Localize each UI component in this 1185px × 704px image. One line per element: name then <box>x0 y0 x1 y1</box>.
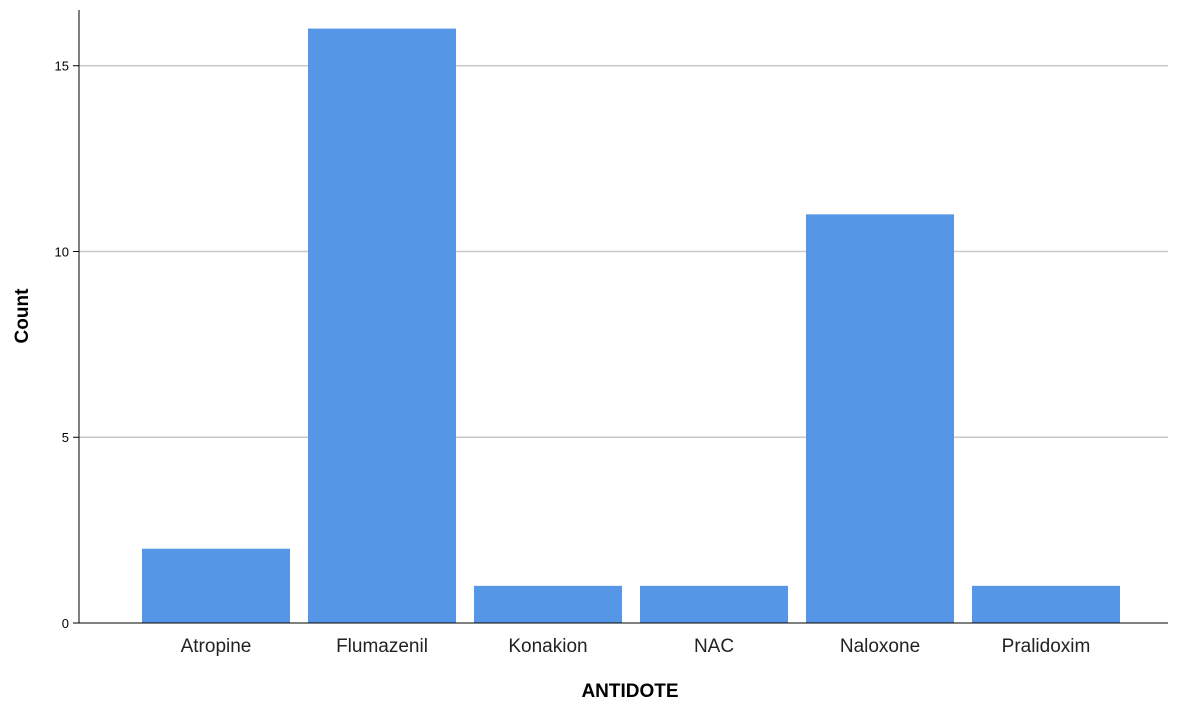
x-axis-title: ANTIDOTE <box>581 681 678 702</box>
axes <box>78 10 1168 624</box>
bar-atropine <box>142 548 290 623</box>
y-axis-title: Count <box>12 288 33 344</box>
bar-nac <box>640 585 788 623</box>
y-tick-labels: 0 5 10 15 <box>55 59 79 631</box>
bars <box>142 28 1120 624</box>
y-tick-label: 15 <box>55 59 69 74</box>
x-tick-labels: Atropine Flumazenil Konakion NAC Naloxone Pra… <box>181 636 1091 657</box>
y-tick-label: 10 <box>55 244 69 259</box>
x-tick-label-pralidoxim: Pralidoxim <box>1002 636 1091 657</box>
bar-naloxone <box>806 214 954 624</box>
x-tick-label-naloxone: Naloxone <box>840 636 920 657</box>
bar-flumazenil <box>308 28 456 624</box>
y-tick-label: 0 <box>62 616 69 631</box>
x-tick-label-konakion: Konakion <box>508 636 587 657</box>
x-tick-label-nac: NAC <box>694 636 734 657</box>
gridlines <box>79 64 1168 438</box>
x-tick-label-atropine: Atropine <box>181 636 252 657</box>
bar-pralidoxim <box>972 585 1120 623</box>
y-tick-label: 5 <box>62 430 69 445</box>
bar-konakion <box>474 585 622 623</box>
x-tick-label-flumazenil: Flumazenil <box>336 636 428 657</box>
